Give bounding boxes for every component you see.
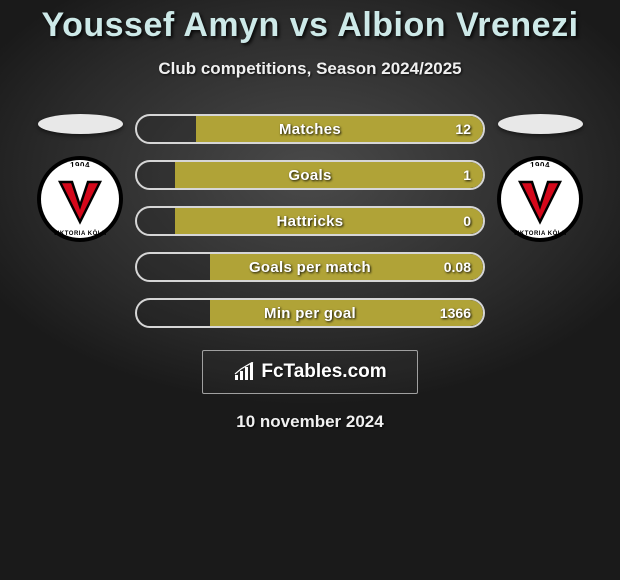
badge-city-left: VIKTORIA KÖLN [37,231,123,237]
date-text: 10 november 2024 [0,412,620,432]
stat-label: Min per goal [137,300,483,326]
stat-row: Goals per match0.08 [135,252,485,282]
player-left-column: 1904 VIKTORIA KÖLN [25,114,135,242]
stat-value-right: 1366 [440,300,471,326]
stat-row: Goals1 [135,160,485,190]
stat-row: Matches12 [135,114,485,144]
chart-icon [233,362,255,382]
comparison-infographic: Youssef Amyn vs Albion Vrenezi Club comp… [0,0,620,580]
badge-v-icon [55,176,105,226]
country-flag-right [498,114,583,134]
subtitle: Club competitions, Season 2024/2025 [0,59,620,79]
player-right-column: 1904 VIKTORIA KÖLN [485,114,595,242]
stat-value-right: 0.08 [444,254,471,280]
badge-inner [47,166,113,232]
stat-label: Goals [137,162,483,188]
badge-v-icon [515,176,565,226]
club-badge-right: 1904 VIKTORIA KÖLN [497,156,583,242]
stat-value-right: 12 [455,116,471,142]
badge-inner [507,166,573,232]
stat-label: Goals per match [137,254,483,280]
country-flag-left [38,114,123,134]
content-row: 1904 VIKTORIA KÖLN Matches12 Goals1 Hattri… [0,114,620,328]
club-badge-left: 1904 VIKTORIA KÖLN [37,156,123,242]
branding-text: FcTables.com [261,361,386,383]
page-title: Youssef Amyn vs Albion Vrenezi [0,0,620,45]
stat-row: Hattricks0 [135,206,485,236]
stat-value-right: 0 [463,208,471,234]
stats-column: Matches12 Goals1 Hattricks0 Goals per match… [135,114,485,328]
branding-box: FcTables.com [202,350,418,394]
stat-label: Hattricks [137,208,483,234]
stat-label: Matches [137,116,483,142]
badge-city-right: VIKTORIA KÖLN [497,231,583,237]
stat-value-right: 1 [463,162,471,188]
stat-row: Min per goal1366 [135,298,485,328]
